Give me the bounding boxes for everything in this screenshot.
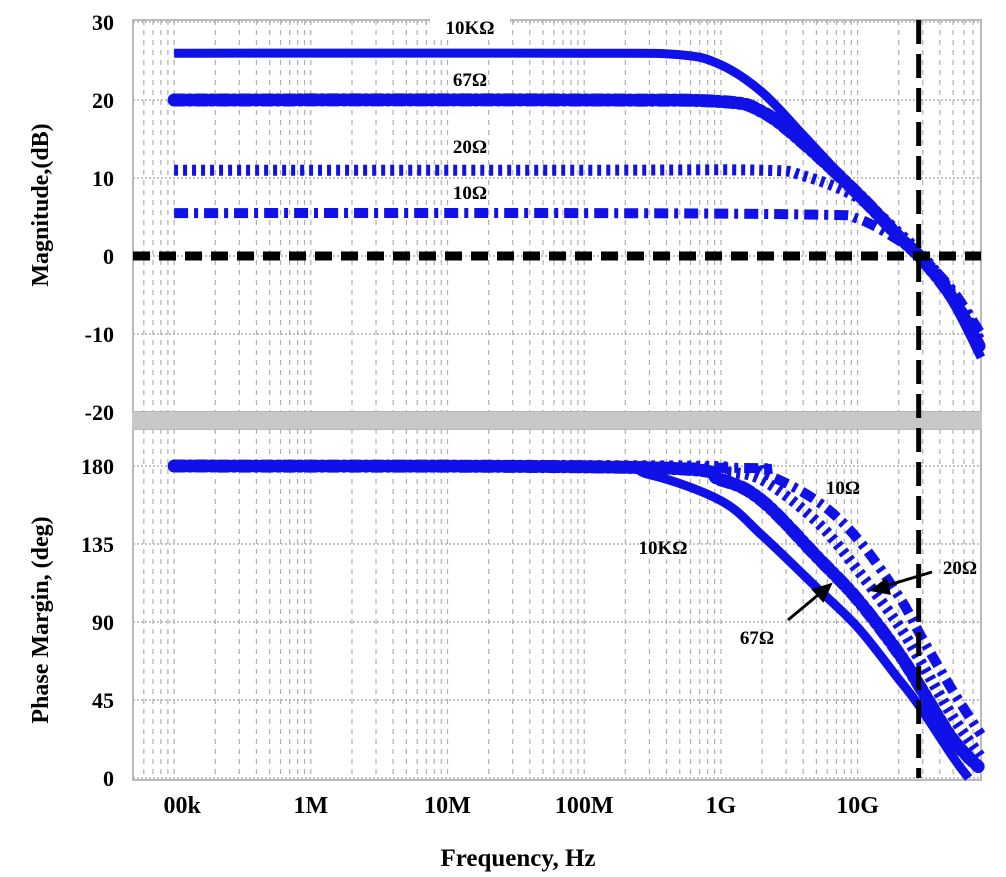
frequency-axis-label: Frequency, Hz <box>440 845 595 872</box>
y-tick-label: -20 <box>85 400 114 425</box>
y-tick-label: 30 <box>92 10 114 35</box>
phase-axis-label: Phase Margin, (deg) <box>28 516 54 723</box>
x-tick-label: 00k <box>163 793 201 819</box>
magnitude-axis-label: Magnitude,(dB) <box>28 123 54 286</box>
phase-label-67: 67Ω <box>740 628 774 649</box>
mag-label-10: 10Ω <box>453 183 487 204</box>
x-tick-label: 1G <box>706 793 737 819</box>
mag-label-67: 67Ω <box>453 70 487 91</box>
phase-label-10k: 10KΩ <box>639 538 688 559</box>
arrow-67 <box>787 582 833 622</box>
x-tick-label: 10G <box>836 793 879 819</box>
y-tick-label: 0 <box>103 244 114 269</box>
y-tick-label: 135 <box>81 532 114 557</box>
x-tick-label: 100M <box>555 793 614 819</box>
x-tick-label: 1M <box>294 793 329 819</box>
series-line-20 <box>174 460 986 761</box>
mag-label-20: 20Ω <box>453 137 487 158</box>
panel-separator <box>132 412 982 429</box>
arrow-20 <box>869 570 933 595</box>
phase-label-20: 20Ω <box>943 558 977 579</box>
y-tick-label: 20 <box>92 88 114 113</box>
x-tick-label: 10M <box>424 793 471 819</box>
series-line-10 <box>174 207 986 337</box>
y-tick-label: -10 <box>85 322 114 347</box>
y-tick-label: 45 <box>92 688 114 713</box>
y-tick-label: 0 <box>103 766 114 791</box>
mag-label-10k: 10KΩ <box>446 18 495 39</box>
y-tick-label: 90 <box>92 610 114 635</box>
y-tick-label: 10 <box>92 166 114 191</box>
phase-label-10: 10Ω <box>826 478 860 499</box>
y-tick-label: 180 <box>81 454 114 479</box>
